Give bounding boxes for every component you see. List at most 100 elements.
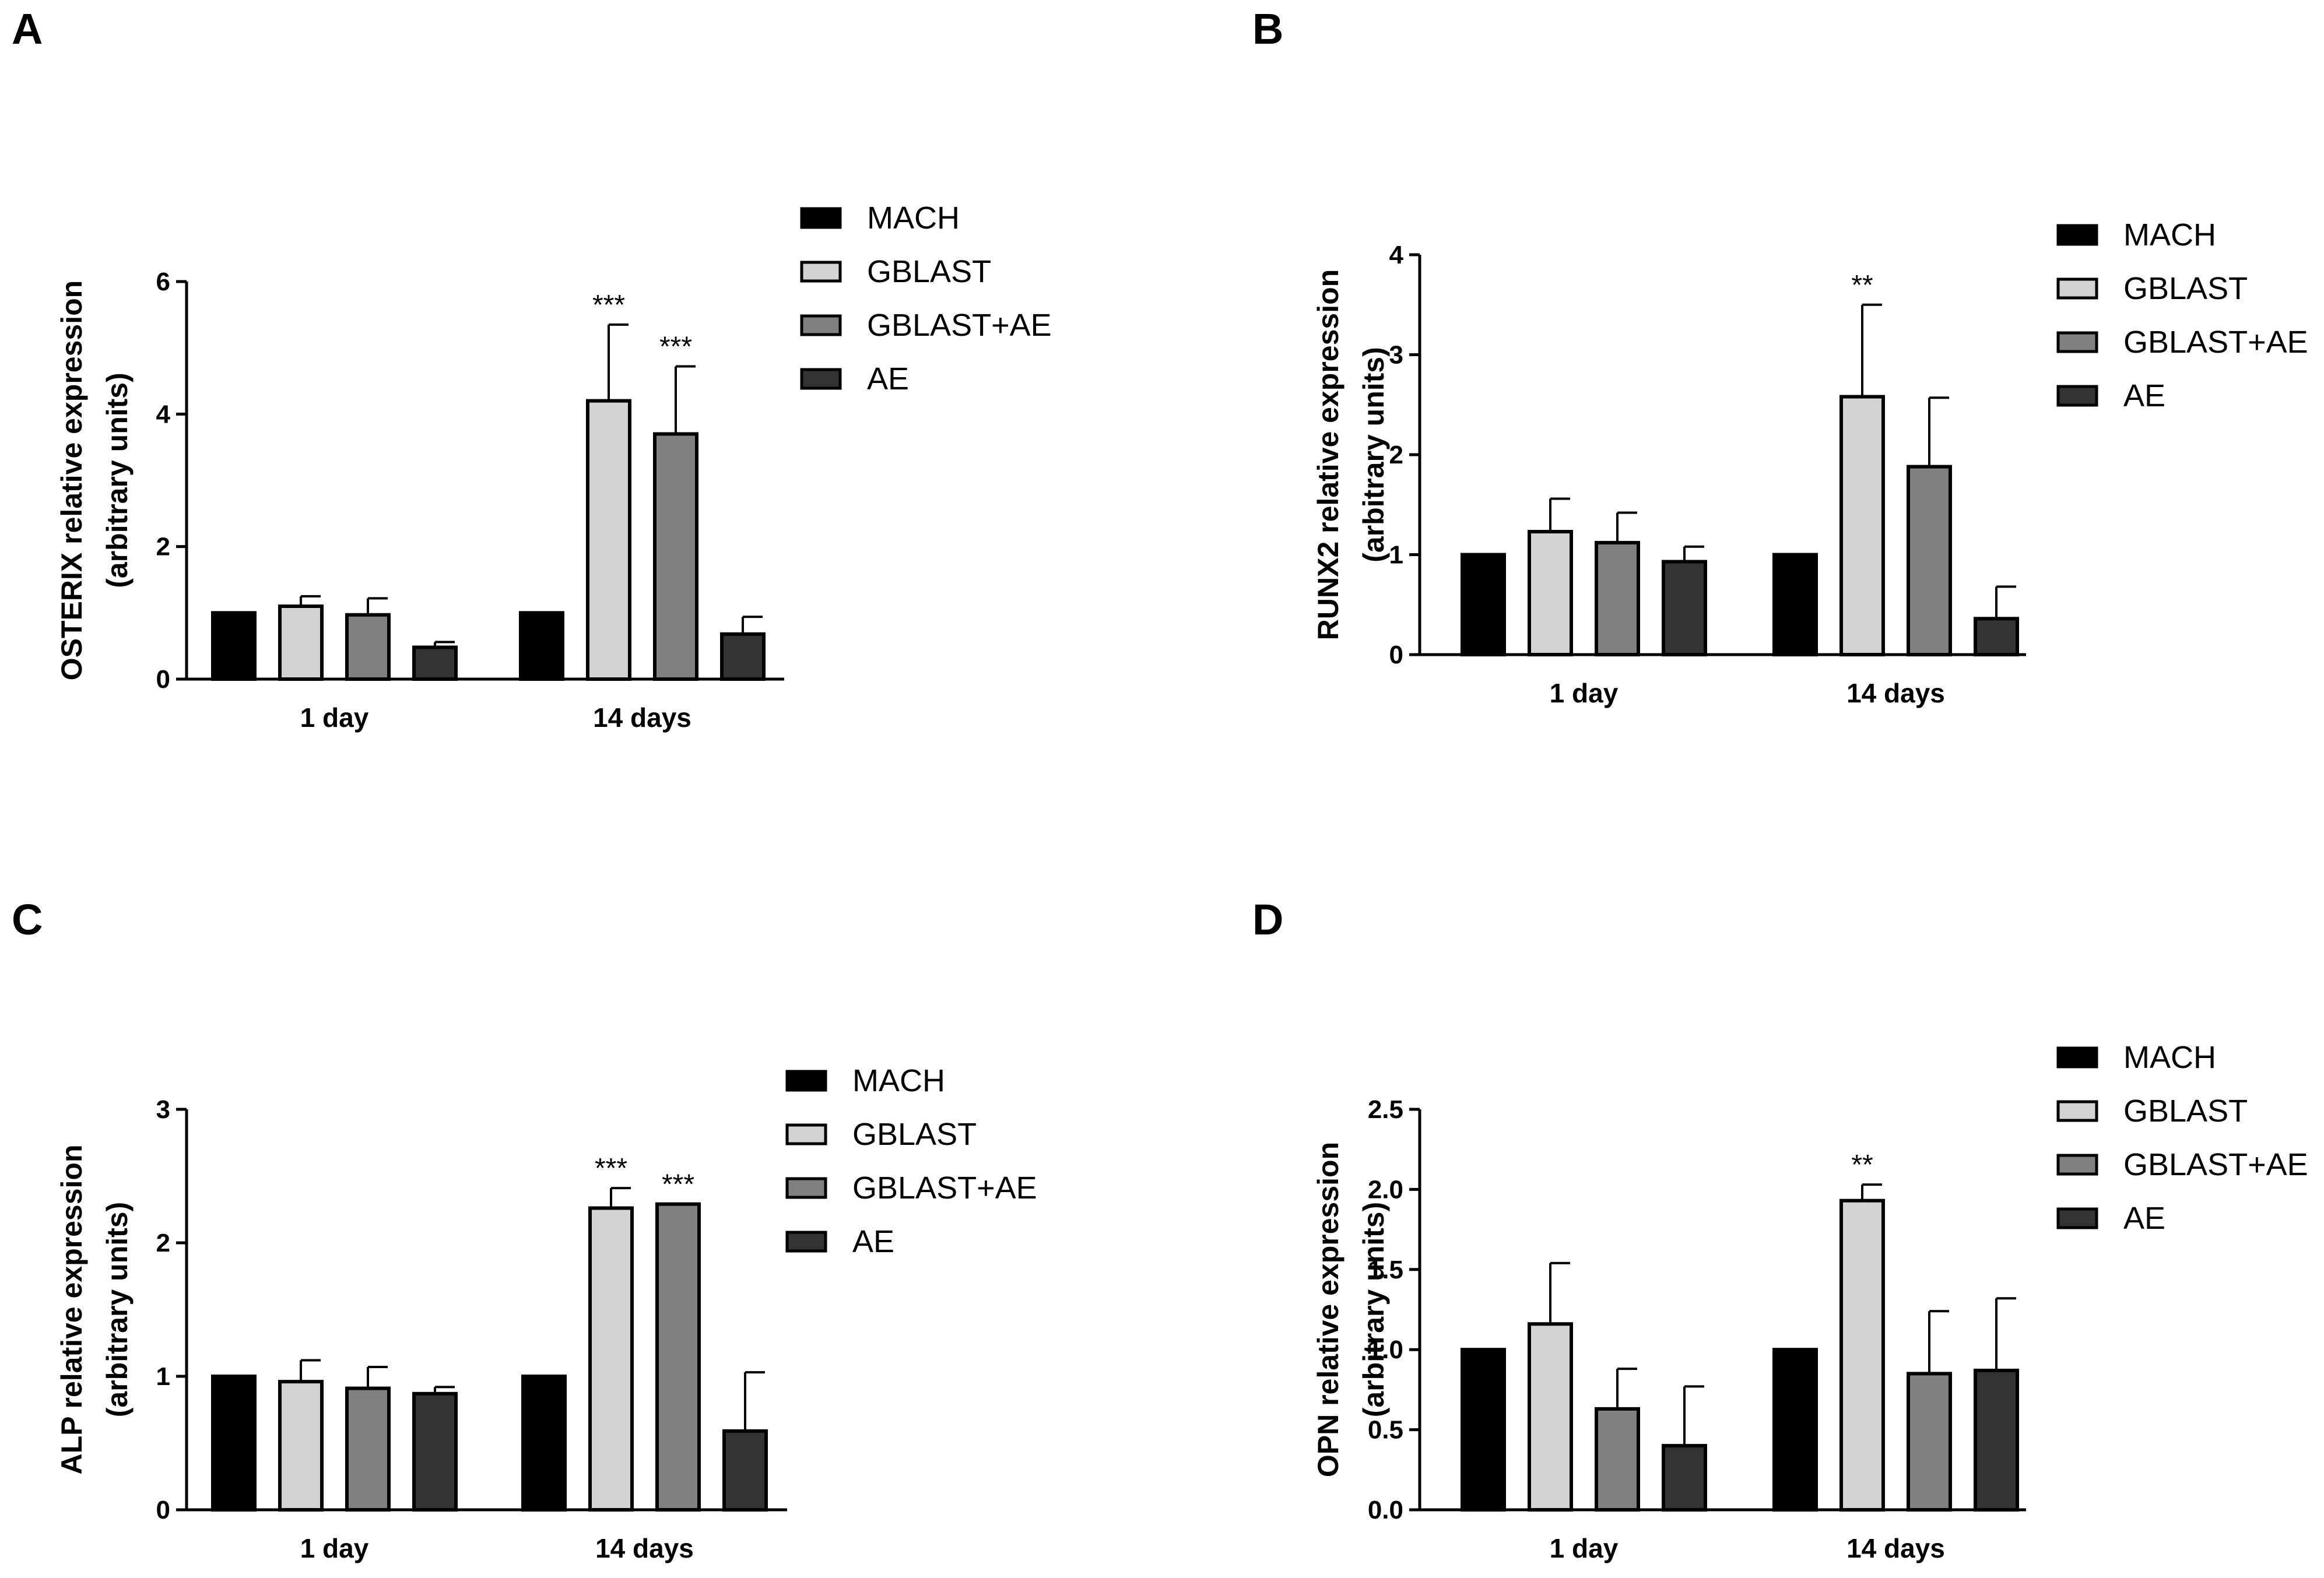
y-tick-label: 4 <box>1389 241 1404 269</box>
bar <box>278 604 324 681</box>
bar <box>1595 1407 1640 1512</box>
legend-swatch <box>2056 1100 2098 1122</box>
y-tick-label: 1 <box>1389 541 1403 570</box>
legend-label: GBLAST+AE <box>867 308 1052 343</box>
x-category-label: 14 days <box>1846 678 1945 708</box>
bar <box>412 645 458 681</box>
bar <box>1974 1368 2019 1512</box>
bar <box>722 1429 768 1512</box>
significance-label: *** <box>662 1169 694 1200</box>
chart-panel-c: C 0 1 2 3 ALP relative expression (arbitrary u… <box>12 895 1037 1563</box>
bar <box>653 432 698 681</box>
legend-swatch <box>800 314 842 336</box>
legend-swatch <box>800 207 842 229</box>
legend-label: GBLAST+AE <box>2123 1147 2308 1182</box>
bar <box>1907 465 1952 657</box>
y-tick-label: 2 <box>156 1229 170 1257</box>
bar <box>1595 540 1640 656</box>
panel-label: D <box>1252 895 1283 944</box>
y-axis-label: RUNX2 relative expression <box>1312 269 1344 640</box>
y-axis-label-units: (arbitrary units) <box>1357 347 1390 563</box>
y-tick-label: 4 <box>156 400 171 428</box>
bar <box>1528 1322 1573 1512</box>
bar <box>1772 553 1818 656</box>
legend-swatch <box>2056 1046 2098 1069</box>
significance-label: ** <box>1851 1150 1873 1180</box>
x-category-label: 14 days <box>593 702 691 733</box>
y-axis-label-units: (arbitrary units) <box>101 1202 134 1418</box>
y-axis-label: ALP relative expression <box>55 1144 88 1474</box>
bar <box>211 611 257 681</box>
x-category-label: 14 days <box>1846 1533 1945 1563</box>
bar <box>1907 1372 1952 1512</box>
legend-label: MACH <box>852 1063 945 1098</box>
panel-label: B <box>1252 5 1283 53</box>
legend-label: MACH <box>867 201 960 236</box>
bar <box>588 1206 634 1512</box>
y-tick-label: 1.0 <box>1368 1335 1403 1364</box>
bar <box>211 1375 257 1512</box>
legend-swatch <box>785 1177 827 1199</box>
panel-label: C <box>12 895 43 944</box>
x-category-label: 1 day <box>300 1533 369 1563</box>
significance-label: *** <box>592 290 625 321</box>
legend-swatch <box>800 261 842 283</box>
y-axis-label: OSTERIX relative expression <box>55 280 88 680</box>
bar <box>1528 530 1573 656</box>
bar <box>586 399 631 681</box>
legend-label: MACH <box>2123 217 2216 252</box>
bar <box>345 1386 391 1512</box>
legend-label: GBLAST <box>2123 1094 2248 1129</box>
x-category-label: 1 day <box>300 702 369 733</box>
bar <box>1839 395 1885 657</box>
x-category-label: 1 day <box>1550 678 1619 708</box>
bar <box>1839 1199 1885 1512</box>
y-tick-label: 2.0 <box>1368 1175 1403 1204</box>
legend-swatch <box>2056 1207 2098 1229</box>
y-tick-label: 0 <box>156 1496 170 1524</box>
y-tick-label: 0.0 <box>1368 1496 1403 1524</box>
legend-label: GBLAST+AE <box>2123 325 2308 360</box>
y-tick-label: 3 <box>156 1095 170 1124</box>
legend-swatch <box>785 1231 827 1253</box>
legend-label: GBLAST <box>867 254 991 289</box>
y-tick-label: 0.5 <box>1368 1416 1403 1445</box>
chart-panel-a: A 0 2 4 6 OSTERIX relative expression (arbitra… <box>12 5 1052 733</box>
legend-swatch <box>2056 331 2098 353</box>
bar <box>1662 560 1707 656</box>
bar <box>655 1202 701 1512</box>
y-axis-label-units: (arbitrary units) <box>1357 1202 1390 1418</box>
y-tick-label: 1.5 <box>1368 1256 1403 1284</box>
chart-panel-d: D 0.0 0.5 1.0 1.5 2.0 2.5 OPN relative expressi… <box>1252 895 2308 1563</box>
legend-swatch <box>2056 1154 2098 1176</box>
legend-swatch <box>2056 224 2098 246</box>
bar <box>1662 1444 1707 1512</box>
significance-label: ** <box>1851 270 1873 301</box>
legend-label: GBLAST <box>2123 271 2248 306</box>
panel-label: A <box>12 5 43 53</box>
legend-label: GBLAST+AE <box>852 1171 1037 1206</box>
y-axis-label: OPN relative expression <box>1312 1142 1344 1477</box>
legend-label: AE <box>2123 378 2165 413</box>
legend-label: AE <box>2123 1201 2165 1236</box>
y-tick-label: 0 <box>1389 641 1403 669</box>
legend-label: MACH <box>2123 1040 2216 1075</box>
bar <box>720 632 766 681</box>
legend-label: AE <box>852 1224 894 1259</box>
bar <box>412 1391 458 1512</box>
bar <box>1974 617 2019 657</box>
bar <box>345 613 391 681</box>
significance-label: *** <box>595 1153 627 1184</box>
y-tick-label: 1 <box>156 1362 170 1391</box>
x-category-label: 14 days <box>595 1533 694 1563</box>
bar <box>521 1375 567 1512</box>
legend-swatch <box>800 368 842 390</box>
y-axis-label-units: (arbitrary units) <box>101 372 134 588</box>
bar <box>1772 1348 1818 1512</box>
legend-label: GBLAST <box>852 1117 977 1152</box>
legend-swatch <box>2056 385 2098 407</box>
y-tick-label: 2.5 <box>1368 1095 1403 1124</box>
y-tick-label: 3 <box>1389 341 1403 370</box>
bar <box>519 611 564 681</box>
